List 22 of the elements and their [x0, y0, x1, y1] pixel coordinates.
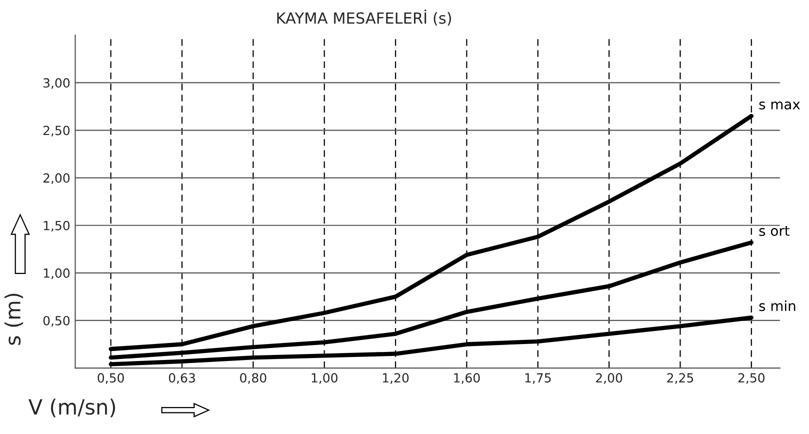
- y-tick-label: 2,50: [43, 126, 70, 136]
- x-tick-label: 1,20: [382, 373, 409, 384]
- chart-title: KAYMA MESAFELERİ (s): [277, 10, 452, 26]
- x-tick-label: 2,00: [596, 373, 622, 384]
- x-tick-label: 0,50: [98, 373, 124, 384]
- series-label: s ort: [759, 226, 790, 236]
- y-tick-label: 1,50: [44, 220, 70, 232]
- series-label: s min: [759, 300, 796, 312]
- x-tick-label: 1,60: [454, 373, 480, 384]
- y-tick-label: 0,50: [43, 316, 70, 327]
- y-tick-label: 3,00: [43, 78, 70, 89]
- x-tick-label: 1,00: [312, 373, 338, 384]
- x-axis-title: V (m/sn): [28, 398, 116, 418]
- x-tick-label: 2,25: [667, 373, 694, 384]
- y-tick-label: 1,00: [44, 268, 70, 280]
- y-axis-title: s (m): [4, 294, 24, 345]
- y-tick-label: 2,00: [43, 173, 70, 184]
- x-tick-label: 1,75: [525, 373, 551, 384]
- series-label: s max: [759, 102, 800, 110]
- x-tick-label: 0,63: [168, 373, 195, 384]
- x-tick-label: 2,50: [738, 373, 764, 384]
- x-tick-label: 0,80: [240, 373, 266, 384]
